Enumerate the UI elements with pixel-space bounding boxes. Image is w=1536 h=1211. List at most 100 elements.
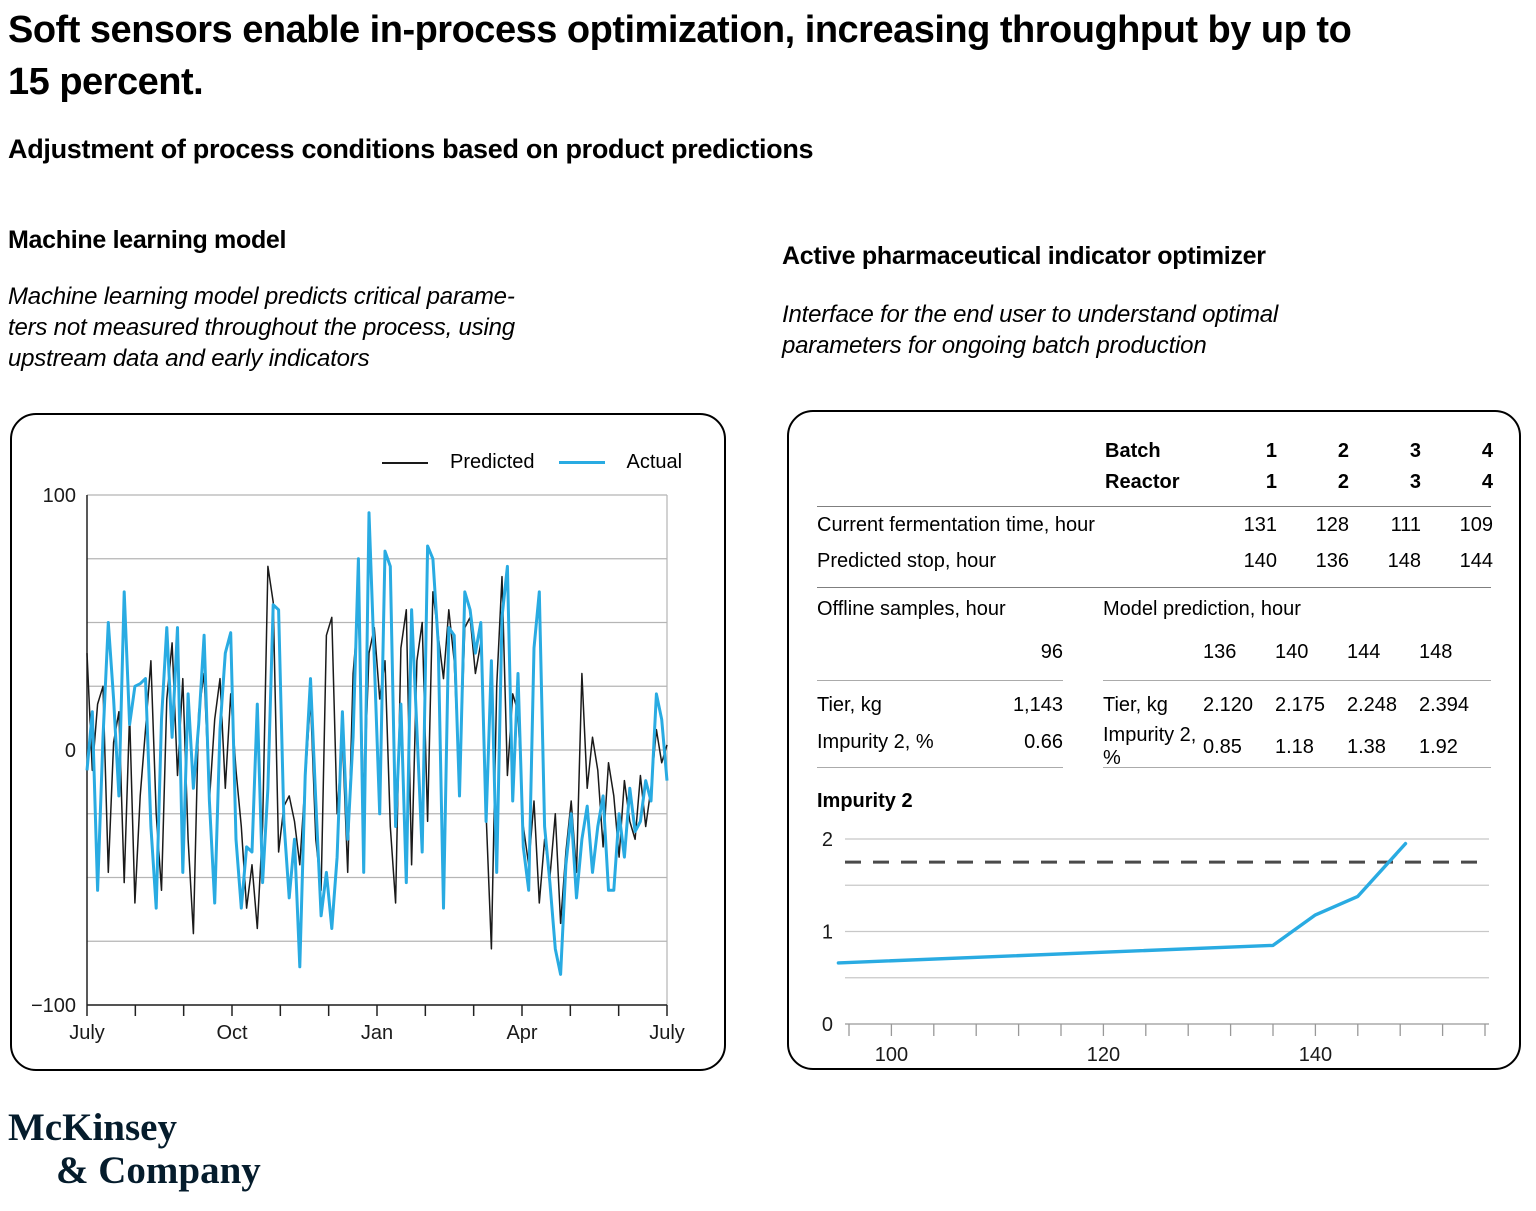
sub-divider: [817, 680, 1063, 681]
svg-text:100: 100: [875, 1044, 908, 1066]
axes: [86, 495, 668, 1016]
ml-prediction-chart: 100 0 −100 July Oct Jan Apr July: [31, 485, 685, 1044]
cell-value: 2.394: [1419, 694, 1470, 716]
reactor-label: Reactor: [1105, 471, 1180, 493]
offline-samples-block: Offline samples, hour 96 Tier, kg 1,143 …: [817, 588, 1063, 774]
left-desc-line3: upstream data and early indicators: [8, 345, 370, 372]
cell-value: 109: [1459, 513, 1493, 536]
logo-line1: McKinsey: [8, 1106, 177, 1149]
row-label: Predicted stop, hour: [817, 549, 996, 572]
impurity-chart-title: Impurity 2: [817, 790, 913, 812]
cell-value: 111: [1390, 513, 1421, 536]
svg-text:Apr: Apr: [506, 1022, 537, 1044]
optimizer-content: Batch 1 2 3 4 Reactor 1 2 3 4 Current fe…: [789, 412, 1519, 1094]
left-section-heading: Machine learning model: [8, 226, 287, 254]
page-title-line2: 15 percent.: [8, 61, 204, 103]
cell-value: 1.38: [1347, 735, 1386, 758]
offline-hour-value: 96: [1040, 640, 1063, 663]
legend-item-predicted: Predicted: [382, 451, 535, 474]
sub-divider: [1103, 767, 1491, 768]
cell-value: 2.120: [1203, 694, 1254, 716]
sub-divider: [817, 767, 1063, 768]
y-axis-labels: 100 0 −100: [31, 485, 76, 1017]
table-divider: [817, 506, 1491, 507]
logo-line2: & Company: [56, 1149, 261, 1192]
predicted-stop-row: Predicted stop, hour 140 136 148 144: [817, 543, 1493, 579]
ml-chart-legend: Predicted Actual: [382, 451, 682, 474]
reactor-2: 2: [1337, 471, 1349, 493]
svg-text:120: 120: [1087, 1044, 1120, 1066]
reactor-3: 3: [1409, 471, 1421, 493]
legend-item-actual: Actual: [558, 451, 683, 474]
batch-1: 1: [1265, 440, 1277, 462]
batch-header-row: Batch 1 2 3 4: [817, 436, 1493, 467]
cell-value: 148: [1387, 549, 1421, 572]
cell-value: 144: [1347, 640, 1381, 663]
axes: [845, 1023, 1489, 1036]
series-predicted: [86, 565, 668, 950]
row-label: Impurity 2, %: [817, 731, 934, 753]
svg-text:100: 100: [43, 485, 76, 507]
row-label: Impurity 2, %: [1103, 724, 1197, 769]
legend-label-predicted: Predicted: [450, 451, 535, 473]
svg-text:Jan: Jan: [361, 1022, 393, 1044]
svg-text:1: 1: [822, 922, 833, 944]
x-axis-labels: July Oct Jan Apr July: [69, 1022, 685, 1044]
actual-line-swatch: [558, 461, 605, 464]
cell-value: 131: [1243, 513, 1277, 536]
svg-text:July: July: [649, 1022, 685, 1044]
cell-value: 148: [1419, 640, 1453, 663]
mckinsey-logo: McKinsey & Company: [8, 1106, 261, 1192]
left-desc-line1: Machine learning model predicts critical…: [8, 283, 515, 310]
left-section-description: Machine learning model predicts critical…: [8, 281, 668, 374]
page-title: Soft sensors enable in-process optimizat…: [8, 4, 1528, 108]
offline-tier-row: Tier, kg 1,143: [817, 687, 1063, 724]
cell-value: 136: [1315, 549, 1349, 572]
impurity-trajectory-line: [836, 841, 1408, 965]
offline-impurity-row: Impurity 2, % 0.66: [817, 724, 1063, 761]
cell-value: 128: [1315, 513, 1349, 536]
reactor-header-row: Reactor 1 2 3 4: [817, 467, 1493, 498]
model-hours-row: 136 140 144 148: [1103, 630, 1491, 674]
gridlines: [845, 838, 1489, 979]
row-label: Tier, kg: [817, 694, 882, 716]
svg-text:0: 0: [822, 1014, 833, 1036]
svg-text:140: 140: [1299, 1044, 1332, 1066]
svg-text:July: July: [69, 1022, 105, 1044]
series-actual: [85, 511, 669, 976]
row-label: Current fermentation time, hour: [817, 513, 1095, 536]
samples-prediction-section: Offline samples, hour 96 Tier, kg 1,143 …: [817, 588, 1491, 774]
x-axis-labels: 100 120 140: [875, 1044, 1332, 1066]
impurity-chart: 0 1 2 100 120 140: [822, 829, 1489, 1066]
ml-model-panel: Predicted Actual 100 0 −100 July Oct Jan Apr Ju…: [10, 413, 726, 1071]
right-section-heading: Active pharmaceutical indicator optimize…: [782, 242, 1266, 270]
model-prediction-heading: Model prediction, hour: [1103, 597, 1301, 620]
row-label: Tier, kg: [1103, 694, 1168, 716]
svg-text:−100: −100: [31, 995, 76, 1017]
legend-label-actual: Actual: [626, 451, 683, 473]
sub-divider: [1103, 680, 1491, 681]
cell-value: 140: [1275, 640, 1309, 663]
cell-value: 0.66: [1024, 731, 1063, 753]
table-divider: [817, 587, 1491, 588]
y-axis-labels: 0 1 2: [822, 829, 833, 1036]
cell-value: 1,143: [1012, 694, 1063, 716]
batch-4: 4: [1481, 440, 1493, 462]
batch-2: 2: [1337, 440, 1349, 462]
cell-value: 0.85: [1203, 735, 1242, 758]
cell-value: 144: [1459, 549, 1493, 572]
predicted-line-swatch: [382, 461, 428, 464]
model-prediction-block: Model prediction, hour 136 140 144 148 T…: [1103, 588, 1491, 774]
right-section-description: Interface for the end user to understand…: [782, 299, 1462, 361]
model-impurity-row: Impurity 2, % 0.85 1.18 1.38 1.92: [1103, 724, 1491, 769]
cell-value: 2.175: [1275, 694, 1326, 716]
svg-text:Oct: Oct: [216, 1022, 248, 1044]
batch-label: Batch: [1105, 440, 1161, 462]
svg-text:2: 2: [822, 829, 833, 851]
fermentation-time-row: Current fermentation time, hour 131 128 …: [817, 507, 1493, 543]
left-desc-line2: ters not measured throughout the process…: [8, 314, 515, 341]
optimizer-panel: Batch 1 2 3 4 Reactor 1 2 3 4 Current fe…: [787, 410, 1521, 1070]
cell-value: 1.18: [1275, 735, 1314, 758]
batch-3: 3: [1409, 440, 1421, 462]
